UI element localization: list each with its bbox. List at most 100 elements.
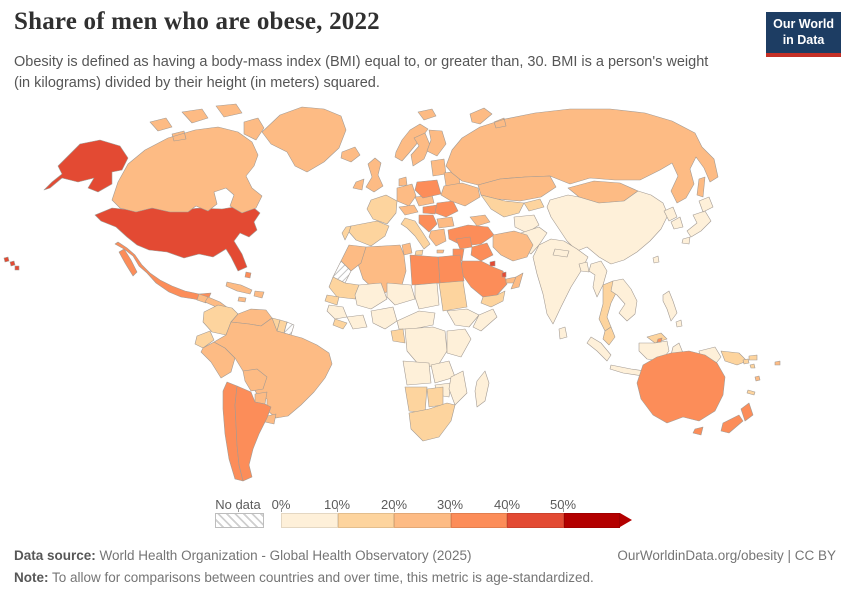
- legend-bucket-5[interactable]: [563, 513, 620, 528]
- country-bolivia[interactable]: [242, 368, 268, 392]
- legend-no-data-swatch[interactable]: [215, 513, 264, 528]
- owid-link[interactable]: OurWorldinData.org/obesity | CC BY: [617, 548, 836, 563]
- country-iceland[interactable]: [340, 146, 361, 163]
- country-botswana[interactable]: [426, 386, 444, 408]
- country-kyrgyzstan[interactable]: [523, 198, 545, 212]
- country-united-states[interactable]: [3, 139, 261, 272]
- country-niger[interactable]: [386, 282, 416, 306]
- country-kenya[interactable]: [446, 328, 472, 358]
- country-japan[interactable]: [681, 196, 714, 245]
- country-portugal[interactable]: [341, 225, 352, 241]
- country-uzbekistan[interactable]: [480, 194, 525, 218]
- country-bangladesh[interactable]: [578, 261, 590, 273]
- country-new-caledonia[interactable]: [746, 389, 756, 396]
- legend-bucket-0[interactable]: [281, 513, 338, 528]
- country-north-korea[interactable]: [663, 206, 678, 222]
- country-saudi-arabia[interactable]: [460, 260, 508, 298]
- country-ecuador[interactable]: [194, 330, 215, 349]
- data-source-text: World Health Organization - Global Healt…: [95, 548, 472, 563]
- country-argentina[interactable]: [234, 385, 272, 482]
- country-myanmar[interactable]: [588, 260, 608, 298]
- country-guinea[interactable]: [326, 304, 348, 320]
- country-france[interactable]: [366, 194, 398, 225]
- country-brazil[interactable]: [213, 317, 333, 419]
- country-mauritania[interactable]: [328, 276, 360, 300]
- country-morocco[interactable]: [340, 244, 367, 272]
- country-india[interactable]: [532, 238, 589, 325]
- country-namibia[interactable]: [404, 386, 428, 414]
- country-russia[interactable]: [445, 107, 719, 204]
- country-angola[interactable]: [402, 360, 432, 386]
- country-bulgaria[interactable]: [436, 216, 455, 229]
- country-somalia[interactable]: [472, 308, 498, 332]
- country-hungary[interactable]: [422, 204, 438, 215]
- legend-bucket-1[interactable]: [337, 513, 394, 528]
- country-canada[interactable]: [111, 103, 265, 214]
- country-ukraine[interactable]: [440, 182, 481, 207]
- country-egypt[interactable]: [437, 254, 465, 284]
- country-georgia[interactable]: [469, 214, 491, 227]
- country-syria[interactable]: [455, 236, 473, 250]
- country-qatar[interactable]: [501, 271, 507, 278]
- legend-bucket-3[interactable]: [450, 513, 507, 528]
- country-ethiopia[interactable]: [446, 308, 480, 328]
- country-tunisia[interactable]: [401, 242, 413, 256]
- country-ireland[interactable]: [352, 178, 365, 191]
- country-fiji[interactable]: [774, 360, 781, 366]
- country-sri-lanka[interactable]: [558, 326, 568, 340]
- country-germany[interactable]: [396, 183, 417, 207]
- country-dr-congo[interactable]: [404, 326, 448, 368]
- country-chad[interactable]: [414, 282, 440, 310]
- country-oman[interactable]: [510, 272, 524, 290]
- country-gabon[interactable]: [390, 328, 406, 344]
- country-spain[interactable]: [348, 220, 390, 247]
- country-philippines[interactable]: [662, 290, 683, 328]
- country-mozambique[interactable]: [448, 370, 468, 406]
- country-papua-new-guinea[interactable]: [720, 350, 758, 366]
- country-nepal[interactable]: [552, 248, 570, 258]
- country-liberia[interactable]: [332, 318, 348, 330]
- country-vietnam[interactable]: [610, 278, 638, 322]
- country-romania[interactable]: [434, 200, 459, 218]
- country-senegal[interactable]: [324, 294, 340, 306]
- country-greenland[interactable]: [261, 106, 347, 173]
- legend-color-bar[interactable]: [281, 513, 632, 528]
- legend-bucket-2[interactable]: [394, 513, 451, 528]
- country-south-africa[interactable]: [408, 402, 456, 442]
- country-poland[interactable]: [414, 179, 442, 199]
- country-cameroon[interactable]: [396, 310, 436, 330]
- country-italy[interactable]: [400, 217, 431, 256]
- country-vanuatu[interactable]: [754, 375, 761, 382]
- country-ghana[interactable]: [346, 314, 368, 330]
- country-austria[interactable]: [398, 204, 419, 216]
- country-iran[interactable]: [492, 230, 534, 262]
- country-china[interactable]: [546, 190, 669, 265]
- country-lithuania[interactable]: [430, 158, 447, 177]
- country-bahamas[interactable]: [244, 271, 252, 279]
- country-taiwan[interactable]: [652, 255, 660, 264]
- country-sweden[interactable]: [410, 132, 431, 167]
- country-mali[interactable]: [354, 282, 388, 310]
- country-south-korea[interactable]: [670, 216, 684, 230]
- country-nigeria[interactable]: [370, 306, 398, 330]
- country-new-zealand[interactable]: [720, 402, 754, 434]
- legend-bucket-4[interactable]: [507, 513, 564, 528]
- country-solomon-islands[interactable]: [742, 358, 756, 369]
- country-australia[interactable]: [636, 350, 726, 436]
- country-cuba[interactable]: [225, 281, 253, 295]
- country-dominican-republic[interactable]: [253, 290, 265, 299]
- country-greece[interactable]: [428, 228, 447, 254]
- country-malaysia[interactable]: [602, 326, 668, 346]
- country-libya[interactable]: [409, 254, 441, 286]
- country-guatemala[interactable]: [196, 293, 209, 304]
- country-iraq[interactable]: [470, 242, 494, 262]
- country-yemen[interactable]: [480, 290, 506, 308]
- country-united-kingdom[interactable]: [365, 157, 384, 193]
- country-finland[interactable]: [426, 129, 447, 157]
- country-kuwait[interactable]: [489, 260, 496, 267]
- country-madagascar[interactable]: [474, 370, 490, 408]
- country-denmark[interactable]: [398, 176, 408, 187]
- country-jamaica[interactable]: [237, 296, 247, 303]
- country-croatia[interactable]: [418, 214, 438, 233]
- country-sudan[interactable]: [438, 280, 468, 312]
